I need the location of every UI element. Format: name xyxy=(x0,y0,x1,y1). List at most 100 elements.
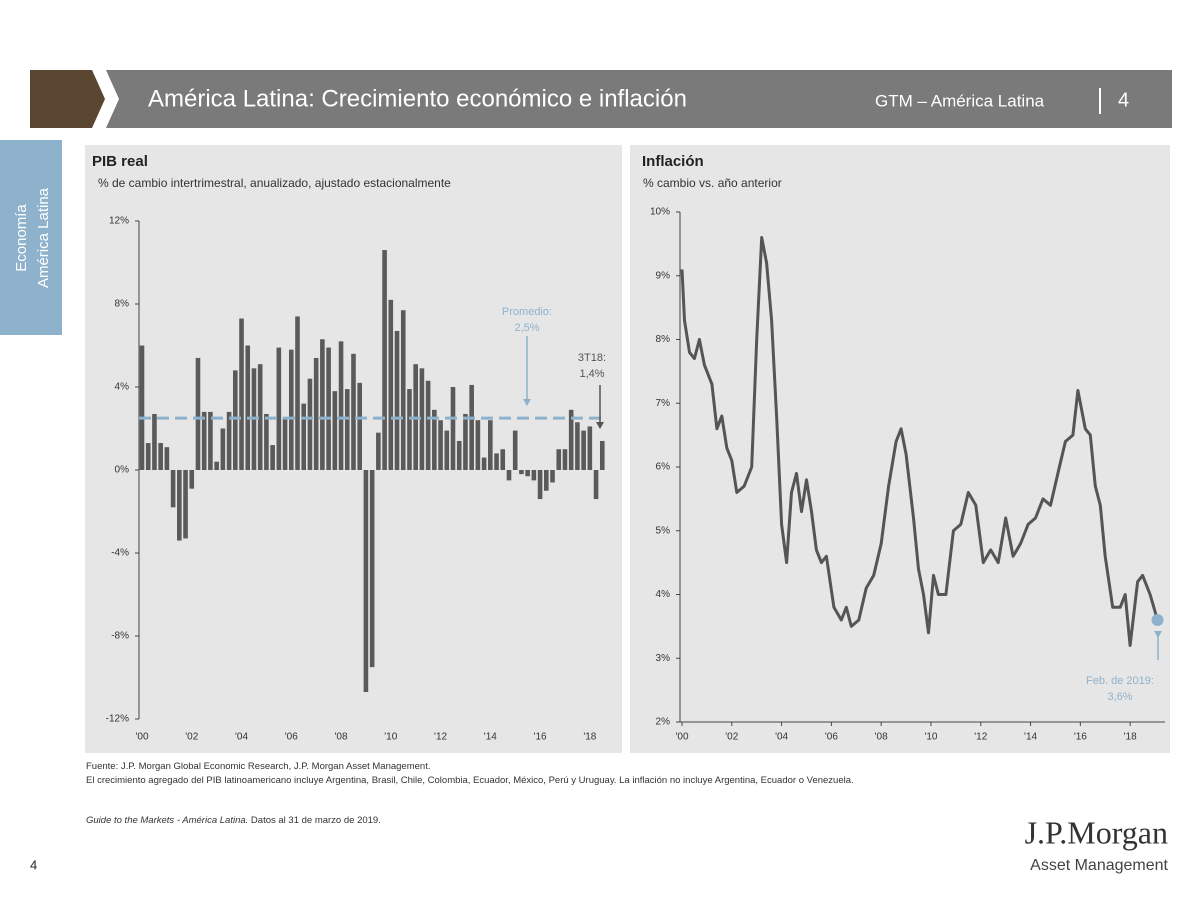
bar xyxy=(158,443,163,470)
footnote: Guide to the Markets - América Latina. D… xyxy=(86,815,946,827)
bar xyxy=(208,411,213,470)
y-tick-label: 8% xyxy=(115,299,130,310)
x-tick-label: '02 xyxy=(725,732,738,743)
bar xyxy=(195,357,201,470)
bar xyxy=(245,345,251,470)
bar xyxy=(407,389,412,470)
bar xyxy=(376,432,381,470)
x-tick-label: '04 xyxy=(775,732,788,743)
annotation: 1,4% xyxy=(579,368,604,380)
sidebar-text: América Latina xyxy=(35,187,52,288)
bar xyxy=(357,382,362,470)
bar xyxy=(587,426,593,470)
bar xyxy=(220,428,226,470)
end-marker xyxy=(1151,614,1164,626)
y-tick-label: -4% xyxy=(111,548,129,559)
x-tick-label: '10 xyxy=(924,732,937,743)
bar xyxy=(214,461,219,470)
x-tick-label: '00 xyxy=(675,732,688,743)
bar xyxy=(301,403,307,470)
x-tick-label: '02 xyxy=(185,732,198,743)
bar xyxy=(183,470,188,539)
y-tick-label: 4% xyxy=(115,382,130,393)
bar xyxy=(599,440,605,470)
x-tick-label: '12 xyxy=(434,732,447,743)
bar xyxy=(164,447,170,470)
bar xyxy=(152,413,157,470)
bar xyxy=(575,422,580,470)
y-tick-label: 2% xyxy=(656,717,671,728)
annotation: Promedio: xyxy=(502,306,552,318)
bar xyxy=(394,330,400,470)
x-tick-label: '14 xyxy=(1024,732,1037,743)
footnote: Fuente: J.P. Morgan Global Economic Rese… xyxy=(86,761,431,772)
bar xyxy=(488,420,493,470)
x-tick-label: '06 xyxy=(285,732,298,743)
bar xyxy=(469,384,474,470)
arrow-head xyxy=(523,399,531,406)
bar xyxy=(512,430,518,470)
bar xyxy=(338,341,344,470)
bar xyxy=(226,411,232,470)
bar xyxy=(531,470,537,481)
x-tick-label: '00 xyxy=(135,732,148,743)
logo-sub: Asset Management xyxy=(1030,857,1168,874)
annotation: Feb. de 2019: xyxy=(1086,675,1154,687)
bar xyxy=(139,345,145,470)
y-tick-label: 7% xyxy=(656,398,671,409)
bar xyxy=(562,449,568,470)
header-title: América Latina: Crecimiento económico e … xyxy=(148,85,687,112)
bar xyxy=(456,440,462,470)
bar xyxy=(438,420,443,470)
bar xyxy=(463,413,468,470)
sidebar xyxy=(0,140,62,335)
bar xyxy=(313,357,319,470)
annotation: 3T18: xyxy=(578,352,606,364)
bar xyxy=(307,378,313,470)
y-tick-label: -12% xyxy=(106,714,129,725)
page-number: 4 xyxy=(30,857,37,872)
arrow-head xyxy=(1154,631,1162,638)
bar xyxy=(450,387,456,470)
x-tick-label: '16 xyxy=(534,732,547,743)
bar xyxy=(326,347,331,470)
bar xyxy=(581,430,586,470)
logo: J.P.Morgan xyxy=(1025,814,1168,850)
bar xyxy=(519,470,524,475)
footnote: El crecimiento agregado del PIB latinoam… xyxy=(86,775,854,786)
bar xyxy=(270,445,275,470)
chart-subtitle: % de cambio intertrimestral, anualizado,… xyxy=(98,176,451,190)
chart-title: PIB real xyxy=(92,153,148,170)
bar xyxy=(320,339,325,470)
bar xyxy=(177,470,182,541)
x-tick-label: '14 xyxy=(484,732,497,743)
bar xyxy=(544,470,549,491)
bar xyxy=(550,470,555,483)
bar xyxy=(363,470,369,693)
bar xyxy=(556,449,562,470)
bar xyxy=(369,470,375,668)
bar xyxy=(145,443,151,470)
x-tick-label: '16 xyxy=(1074,732,1087,743)
bar xyxy=(444,430,450,470)
bar xyxy=(282,418,288,470)
x-tick-label: '04 xyxy=(235,732,248,743)
y-tick-label: 3% xyxy=(656,653,671,664)
bar xyxy=(288,349,294,470)
x-tick-label: '06 xyxy=(825,732,838,743)
arrow-head xyxy=(596,422,604,429)
y-tick-label: 0% xyxy=(115,465,130,476)
footnote-guide: Guide to the Markets - América Latina. xyxy=(86,815,249,826)
panel xyxy=(630,145,1170,753)
sidebar-text: Economía xyxy=(13,204,30,272)
bar xyxy=(419,368,425,470)
x-tick-label: '08 xyxy=(335,732,348,743)
bar xyxy=(351,353,356,470)
bar xyxy=(494,453,499,470)
y-tick-label: 6% xyxy=(656,462,671,473)
bar xyxy=(475,420,481,470)
bar xyxy=(568,409,574,470)
annotation: 2,5% xyxy=(514,322,539,334)
bar xyxy=(525,470,530,477)
